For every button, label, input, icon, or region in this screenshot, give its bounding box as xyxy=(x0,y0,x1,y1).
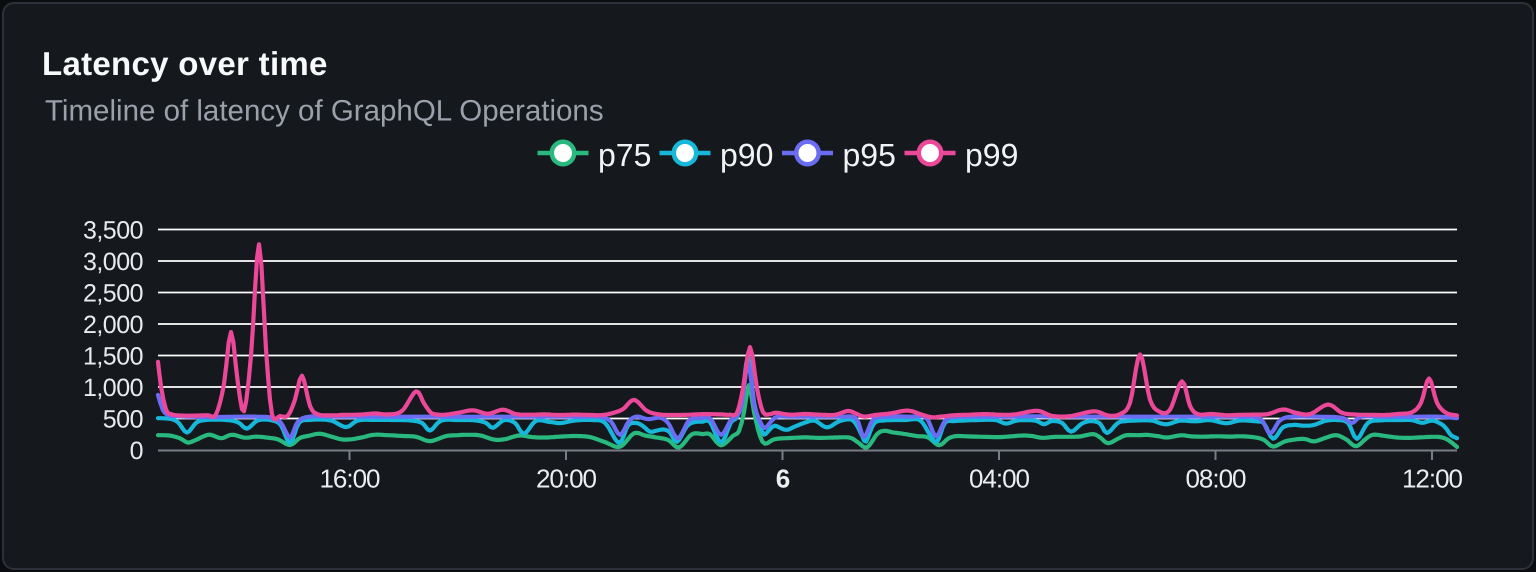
svg-text:2,000: 2,000 xyxy=(83,311,143,339)
svg-text:20:00: 20:00 xyxy=(536,464,597,494)
svg-text:3,000: 3,000 xyxy=(83,248,143,276)
svg-text:16:00: 16:00 xyxy=(319,464,380,494)
svg-text:04:00: 04:00 xyxy=(969,464,1030,494)
svg-text:1,500: 1,500 xyxy=(83,343,143,371)
svg-text:0: 0 xyxy=(130,437,143,465)
svg-text:Timeline of latency of GraphQL: Timeline of latency of GraphQL Operation… xyxy=(45,94,604,127)
svg-text:500: 500 xyxy=(103,406,143,434)
svg-text:2,500: 2,500 xyxy=(83,280,143,308)
svg-text:08:00: 08:00 xyxy=(1185,464,1246,494)
svg-text:12:00: 12:00 xyxy=(1402,464,1463,494)
svg-text:p90: p90 xyxy=(720,137,773,173)
svg-text:3,500: 3,500 xyxy=(83,217,143,245)
svg-text:Latency over time: Latency over time xyxy=(42,45,328,82)
svg-text:p75: p75 xyxy=(598,137,651,173)
svg-text:p99: p99 xyxy=(965,137,1018,173)
svg-text:6: 6 xyxy=(776,464,790,494)
svg-text:1,000: 1,000 xyxy=(83,374,143,402)
svg-text:p95: p95 xyxy=(843,137,896,173)
